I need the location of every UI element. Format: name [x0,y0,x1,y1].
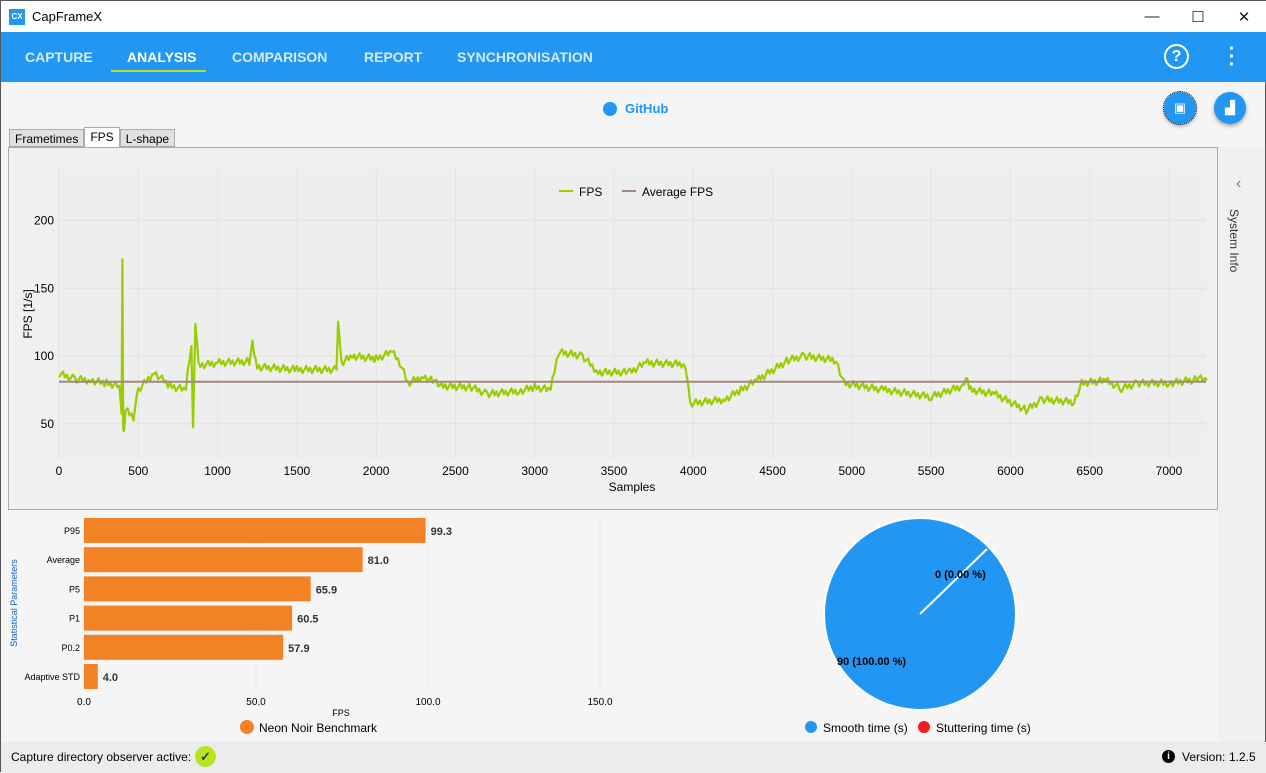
observer-status-label: Capture directory observer active: [11,750,192,764]
x-tick-label: 500 [128,464,148,478]
legend-fps: FPS [579,185,602,199]
stats-bar-chart: 0.0 50.0 100.0 150.0 P95 99.3 Average 81.0 P5 65.… [9,516,613,735]
nav-report[interactable]: REPORT [364,49,423,65]
bar-category-label: P0.2 [61,643,80,653]
github-link[interactable]: GitHub [603,101,668,116]
bar-category-label: Adaptive STD [24,672,80,682]
bar-x-axis-label: FPS [332,708,350,718]
bar-category-label: P5 [69,584,80,594]
bar-category-label: P95 [64,526,80,536]
stat-bar [84,518,426,543]
more-options-icon[interactable]: · · · [1228,38,1236,76]
legend-stuttering: Stuttering time (s) [936,721,1031,735]
tab-fps[interactable]: FPS [84,127,120,147]
x-tick-label: 2500 [442,464,469,478]
bar-category-label: P1 [69,614,80,624]
pie-label-stuttering: 0 (0.00 %) [935,569,986,581]
bar-chart-icon: ▟ [1225,100,1235,115]
chevron-left-icon[interactable]: ‹ [1236,175,1242,192]
github-label: GitHub [625,101,669,116]
title-bar: CX CapFrameX — ☐ ✕ [1,1,1266,32]
bar-value-label: 4.0 [103,672,118,684]
x-tick-label: 2000 [363,464,390,478]
stat-bar [84,634,284,660]
bar-value-label: 65.9 [316,584,337,596]
stat-bar [84,605,293,631]
bar-x-tick-label: 150.0 [587,697,612,708]
chart-tabs: Frametimes FPS L-shape [9,127,176,147]
y-tick-label: 100 [34,349,54,363]
bar-x-tick-label: 50.0 [246,697,266,708]
x-tick-label: 3500 [601,464,628,478]
x-tick-label: 0 [56,464,63,478]
bar-value-label: 57.9 [288,643,309,655]
observer-active-check-icon: ✓ [195,746,216,767]
info-icon: i [1162,750,1175,763]
pie-label-smooth: 90 (100.00 %) [837,656,906,668]
x-tick-label: 7000 [1156,464,1183,478]
screenshot-button[interactable]: ▣ [1163,91,1197,125]
legend-benchmark: Neon Noir Benchmark [259,721,378,735]
x-axis-label: Samples [609,480,656,494]
close-button[interactable]: ✕ [1237,8,1251,26]
bar-value-label: 99.3 [431,526,452,538]
app-title: CapFrameX [32,9,103,24]
nav-analysis[interactable]: ANALYSIS [127,49,197,65]
image-icon: ▣ [1173,100,1187,115]
pie-slice-stuttering [919,548,988,615]
stat-bar [84,576,311,602]
legend-smooth-swatch [805,721,817,733]
x-tick-label: 4500 [759,464,786,478]
y-tick-label: 50 [41,417,55,431]
x-tick-label: 6500 [1076,464,1103,478]
x-tick-label: 5000 [839,464,866,478]
version-value: 1.2.5 [1229,750,1256,764]
system-info-panel[interactable]: ‹ System Info [1219,147,1265,742]
nav-synchronisation[interactable]: SYNCHRONISATION [457,49,593,65]
x-tick-label: 5500 [918,464,945,478]
bar-x-tick-label: 0.0 [77,697,91,708]
version-label: Version: [1182,750,1226,764]
stat-bar [84,664,98,689]
x-tick-label: 4000 [680,464,707,478]
app-logo-icon: CX [9,8,25,25]
fps-chart: 0 500 1000 1500 2000 2500 3000 3500 4000 4500 5000… [21,169,1208,494]
maximize-button[interactable]: ☐ [1191,8,1205,26]
y-tick-label: 150 [34,281,54,295]
fps-series-line [58,258,1208,433]
stutter-pie-chart: 0 (0.00 %) 90 (100.00 %) Smooth time (s)… [805,517,1031,735]
tab-frametimes[interactable]: Frametimes [9,129,85,147]
tab-l-shape[interactable]: L-shape [119,129,176,147]
y-tick-label: 200 [34,213,54,227]
active-tab-indicator [111,70,206,72]
legend-average-fps: Average FPS [642,185,713,199]
plot-area [59,169,1206,459]
bar-value-label: 60.5 [297,614,318,626]
legend-benchmark-swatch [240,720,254,734]
nav-comparison[interactable]: COMPARISON [232,49,328,65]
x-tick-label: 1000 [204,464,231,478]
x-tick-label: 1500 [284,464,311,478]
upload-stats-button[interactable]: ▟ [1214,92,1246,124]
y-axis-label: FPS [1/s] [21,289,35,338]
bar-category-label: Average [47,555,80,565]
x-tick-label: 3000 [521,464,548,478]
legend-stuttering-swatch [918,721,930,733]
legend-smooth: Smooth time (s) [823,721,908,735]
help-icon[interactable]: ? [1164,44,1189,69]
x-tick-label: 6000 [997,464,1024,478]
minimize-button[interactable]: — [1144,8,1160,25]
nav-capture[interactable]: CAPTURE [25,49,93,65]
bar-value-label: 81.0 [368,555,389,567]
status-bar: Capture directory observer active: i Ver… [1,742,1266,773]
main-nav: CAPTURE ANALYSIS COMPARISON REPORT SYNCH… [1,32,1266,82]
bar-y-axis-label: Statistical Parameters [9,559,19,647]
bar-x-tick-label: 100.0 [415,697,440,708]
github-icon [603,101,617,116]
system-info-label[interactable]: System Info [1227,209,1241,273]
stat-bar [84,547,363,573]
